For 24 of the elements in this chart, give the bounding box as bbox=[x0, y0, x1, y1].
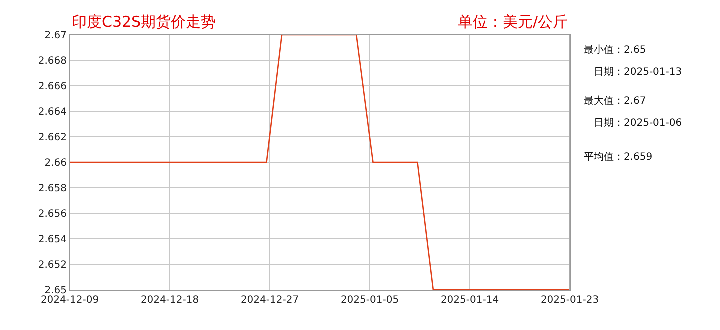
text: 日期：2025-01-06 bbox=[594, 117, 682, 129]
y-tick-label: 2.654 bbox=[38, 234, 67, 246]
y-tick-label: 2.662 bbox=[38, 132, 67, 144]
x-tick-label: 2024-12-09 bbox=[40, 295, 100, 306]
y-tick-label: 2.66 bbox=[44, 158, 67, 169]
y-tick-label: 2.658 bbox=[38, 184, 67, 194]
y-tick-label: 2.666 bbox=[38, 82, 67, 92]
y-tick-label: 2.656 bbox=[38, 209, 67, 220]
x-tick-label: 2025-01-23 bbox=[540, 295, 600, 306]
text: 最小值：2.65 bbox=[584, 44, 646, 56]
text: 平均值：2.659 bbox=[584, 151, 653, 163]
y-tick-label: 2.67 bbox=[44, 30, 67, 42]
x-tick-label: 2025-01-14 bbox=[440, 295, 500, 306]
y-tick-label: 2.668 bbox=[38, 56, 67, 67]
chart-title: 印度C32S期货价走势 bbox=[72, 13, 216, 31]
x-tick-label: 2024-12-18 bbox=[140, 295, 200, 306]
y-tick-label: 2.652 bbox=[38, 260, 67, 271]
y-tick-label: 2.664 bbox=[38, 107, 67, 118]
text: 日期：2025-01-13 bbox=[594, 66, 682, 78]
x-tick-label: 2025-01-05 bbox=[340, 295, 400, 306]
text: 最大值：2.67 bbox=[584, 95, 646, 107]
chart-subtitle: 单位：美元/公斤 bbox=[458, 13, 568, 31]
x-tick-label: 2024-12-27 bbox=[240, 295, 300, 306]
y-tick-label: 2.65 bbox=[44, 286, 67, 296]
